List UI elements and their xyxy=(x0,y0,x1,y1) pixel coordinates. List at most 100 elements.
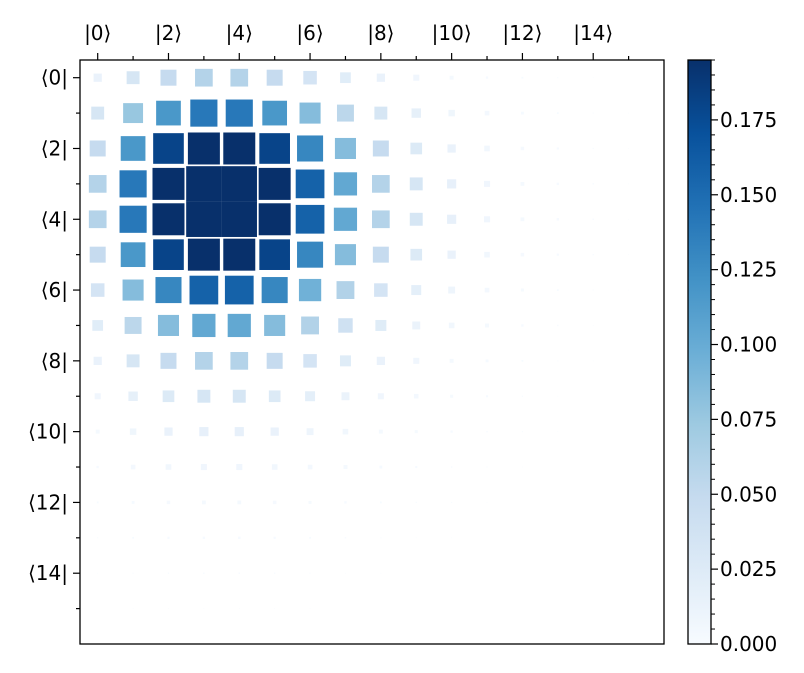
hinton-cell xyxy=(227,313,251,338)
hinton-cell xyxy=(520,217,525,222)
hinton-cell xyxy=(230,352,249,370)
y-tick-label: ⟨4| xyxy=(41,207,68,231)
hinton-cell xyxy=(264,314,286,336)
hinton-cell xyxy=(520,252,525,257)
hinton-cell xyxy=(132,536,134,539)
hinton-cell xyxy=(262,100,288,126)
hinton-cell xyxy=(186,201,222,237)
hinton-cell xyxy=(376,73,385,82)
hinton-cell xyxy=(152,167,185,200)
hinton-cell xyxy=(303,354,317,368)
hinton-cell xyxy=(338,318,353,333)
hinton-cell xyxy=(592,360,594,362)
hinton-cell xyxy=(88,175,107,193)
hinton-cell xyxy=(186,166,222,202)
hinton-cell xyxy=(628,218,629,220)
hinton-cell xyxy=(486,430,488,433)
hinton-cell xyxy=(448,109,455,117)
hinton-cell xyxy=(450,466,453,468)
hinton-cell xyxy=(343,465,348,470)
plot-frame xyxy=(79,59,665,645)
colorbar-tick-label: 0.075 xyxy=(720,407,777,431)
hinton-cell xyxy=(415,501,417,504)
hinton-cells xyxy=(88,68,629,609)
hinton-cell xyxy=(334,244,356,266)
hinton-cell xyxy=(628,183,629,185)
hinton-cell xyxy=(339,355,351,367)
hinton-cell xyxy=(336,281,355,299)
hinton-cell xyxy=(132,608,134,609)
hinton-cell xyxy=(157,314,180,336)
hinton-cell xyxy=(521,359,524,362)
hinton-cell xyxy=(201,500,206,505)
hinton-cell xyxy=(271,464,278,470)
hinton-cell xyxy=(92,320,104,331)
x-axis-ticks: |0⟩ |2⟩ |4⟩ |6⟩ |8⟩ |10⟩ |12⟩ |14⟩ xyxy=(84,21,630,60)
colorbar-tick-label: 0.000 xyxy=(720,632,777,656)
hinton-cell xyxy=(372,140,389,157)
hinton-cell xyxy=(375,319,387,331)
hinton-cell xyxy=(486,395,489,398)
hinton-cell xyxy=(129,428,137,435)
hinton-cell xyxy=(187,132,220,165)
hinton-cell xyxy=(556,218,560,221)
hinton-cell xyxy=(305,391,316,402)
hinton-cell xyxy=(155,277,182,304)
hinton-cell xyxy=(89,140,106,157)
hinton-cell xyxy=(413,74,420,81)
hinton-cell xyxy=(344,537,347,539)
hinton-cell xyxy=(336,104,354,122)
hinton-cell xyxy=(412,321,421,330)
hinton-cell xyxy=(521,111,524,115)
hinton-cell xyxy=(413,393,419,399)
hinton-cell xyxy=(259,239,290,270)
hinton-cell xyxy=(190,99,218,127)
hinton-cell xyxy=(374,106,388,120)
hinton-cell xyxy=(379,501,382,504)
hinton-cell xyxy=(484,180,491,187)
hinton-cell xyxy=(486,502,488,503)
colorbar-ticks: 0.000 0.025 0.050 0.075 0.100 0.125 0.150 0.175 xyxy=(711,59,777,656)
hinton-cell xyxy=(168,608,169,609)
hinton-cell xyxy=(486,466,488,468)
hinton-cell xyxy=(95,429,100,434)
hinton-cell xyxy=(308,500,312,504)
hinton-cell xyxy=(485,76,489,79)
hinton-cell xyxy=(376,356,385,365)
hinton-cell xyxy=(88,210,107,229)
hinton-cell xyxy=(520,181,525,186)
hinton-cell xyxy=(131,501,135,504)
hinton-cell xyxy=(96,501,99,504)
hinton-cell xyxy=(224,275,254,305)
hinton-cell xyxy=(485,359,489,363)
hinton-cell xyxy=(90,283,105,297)
hinton-cell xyxy=(122,279,144,301)
hinton-cell xyxy=(197,389,211,403)
hinton-cell xyxy=(484,145,490,152)
hinton-cell xyxy=(450,430,453,433)
hinton-cell xyxy=(484,251,490,258)
hinton-cell xyxy=(297,135,324,162)
hinton-cell xyxy=(298,278,322,302)
hinton-cell xyxy=(119,205,147,233)
colorbar-tick-label: 0.025 xyxy=(720,557,777,581)
hinton-cell xyxy=(592,254,594,256)
hinton-cell xyxy=(557,360,559,362)
hinton-cell xyxy=(556,182,560,186)
hinton-cell xyxy=(238,608,240,609)
colorbar-tick-label: 0.175 xyxy=(720,108,777,132)
hinton-cell xyxy=(521,324,524,327)
hinton-cell xyxy=(299,102,321,124)
hinton-cell xyxy=(225,99,253,127)
hinton-cell xyxy=(344,501,347,504)
hinton-cell xyxy=(258,167,291,200)
hinton-cell xyxy=(557,324,559,327)
hinton-cell xyxy=(237,500,242,505)
hinton-cell xyxy=(223,132,256,165)
x-tick-label: |12⟩ xyxy=(502,21,542,45)
hinton-cell xyxy=(167,572,170,574)
hinton-cell xyxy=(132,572,134,574)
hinton-cell xyxy=(342,428,349,435)
hinton-cell xyxy=(223,238,256,271)
hinton-cell xyxy=(97,572,99,574)
